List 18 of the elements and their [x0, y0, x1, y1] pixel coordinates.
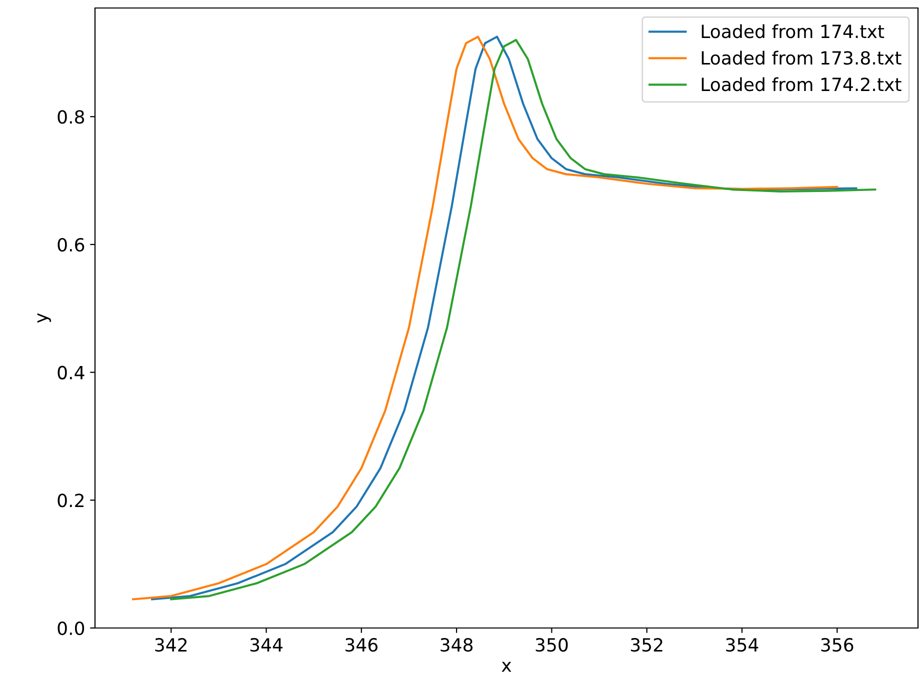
- y-tick-label: 0.0: [58, 621, 84, 636]
- legend-label: Loaded from 174.txt: [702, 24, 884, 38]
- x-tick-label: 344: [250, 638, 282, 652]
- y-tick-label: 0.4: [58, 366, 84, 380]
- x-tick-label: 352: [630, 638, 662, 652]
- x-tick-label: 342: [155, 638, 187, 652]
- y-tick-label: 0.8: [58, 110, 84, 124]
- x-tick-label: 350: [536, 638, 568, 652]
- x-tick-label: 348: [440, 638, 473, 652]
- x-tick-label: 356: [821, 638, 854, 652]
- x-axis-title: x: [502, 662, 512, 672]
- x-tick-label: 354: [726, 638, 758, 652]
- y-tick-label: 0.2: [58, 494, 84, 508]
- y-axis-title: y: [37, 313, 52, 323]
- legend-label: Loaded from 174.2.txt: [702, 77, 902, 92]
- x-tick-label: 346: [346, 638, 378, 652]
- legend-label: Loaded from 173.8.txt: [702, 50, 902, 65]
- y-tick-label: 0.6: [58, 238, 84, 252]
